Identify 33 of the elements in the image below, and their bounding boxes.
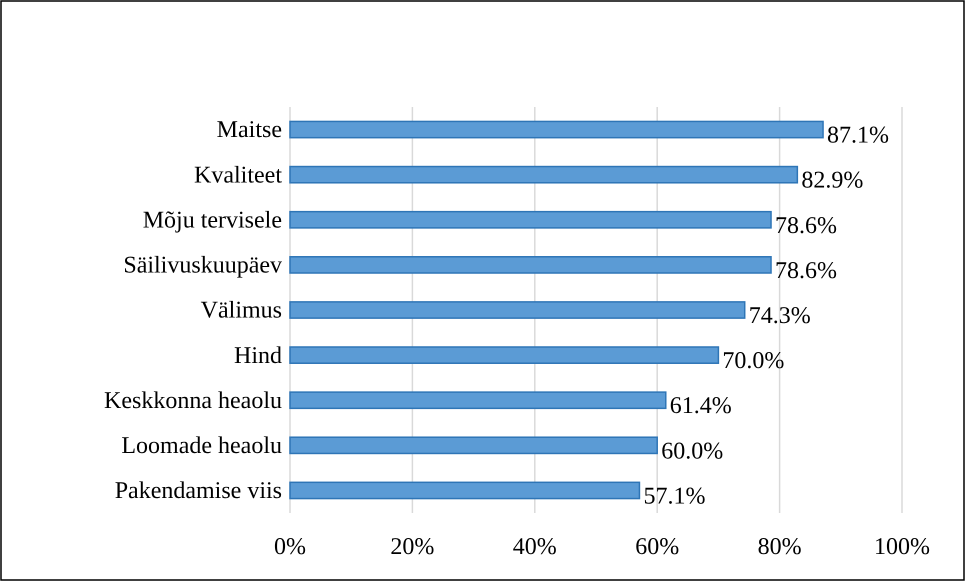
y-tick-label: Keskkonna heaolu bbox=[104, 388, 282, 414]
y-tick-label: Maitse bbox=[216, 117, 282, 144]
bar bbox=[289, 166, 798, 184]
data-label: 61.4% bbox=[670, 393, 732, 420]
x-tick-label: 40% bbox=[512, 534, 557, 560]
bar bbox=[289, 482, 640, 500]
bar bbox=[289, 301, 746, 319]
data-label: 87.1% bbox=[827, 122, 890, 149]
bar bbox=[289, 120, 824, 138]
y-tick-label: Pakendamise viis bbox=[114, 478, 282, 504]
x-tick-label: 100% bbox=[874, 534, 930, 560]
x-tick-label: 60% bbox=[635, 534, 680, 560]
data-label: 82.9% bbox=[801, 168, 864, 194]
data-label: 78.6% bbox=[775, 212, 838, 239]
data-label: 70.0% bbox=[722, 348, 784, 374]
bar bbox=[289, 256, 772, 274]
y-tick-label: Hind bbox=[234, 342, 282, 369]
data-label: 78.6% bbox=[775, 258, 838, 284]
y-tick-label: Loomade heaolu bbox=[121, 433, 282, 460]
y-tick-label: Kvaliteet bbox=[194, 162, 282, 188]
data-label: 74.3% bbox=[748, 303, 811, 329]
bar bbox=[289, 436, 658, 454]
x-tick-label: 20% bbox=[390, 534, 434, 560]
bar bbox=[289, 391, 667, 410]
x-tick-label: 0% bbox=[274, 534, 306, 560]
data-label: 60.0% bbox=[661, 438, 724, 464]
x-tick-label: 80% bbox=[758, 534, 802, 560]
data-label: 57.1% bbox=[643, 483, 706, 510]
y-tick-label: Säilivuskuupäev bbox=[123, 252, 282, 279]
bar bbox=[289, 210, 772, 229]
bar bbox=[289, 346, 720, 364]
y-tick-label: Välimus bbox=[200, 298, 282, 324]
y-tick-label: Mõju tervisele bbox=[142, 207, 282, 234]
